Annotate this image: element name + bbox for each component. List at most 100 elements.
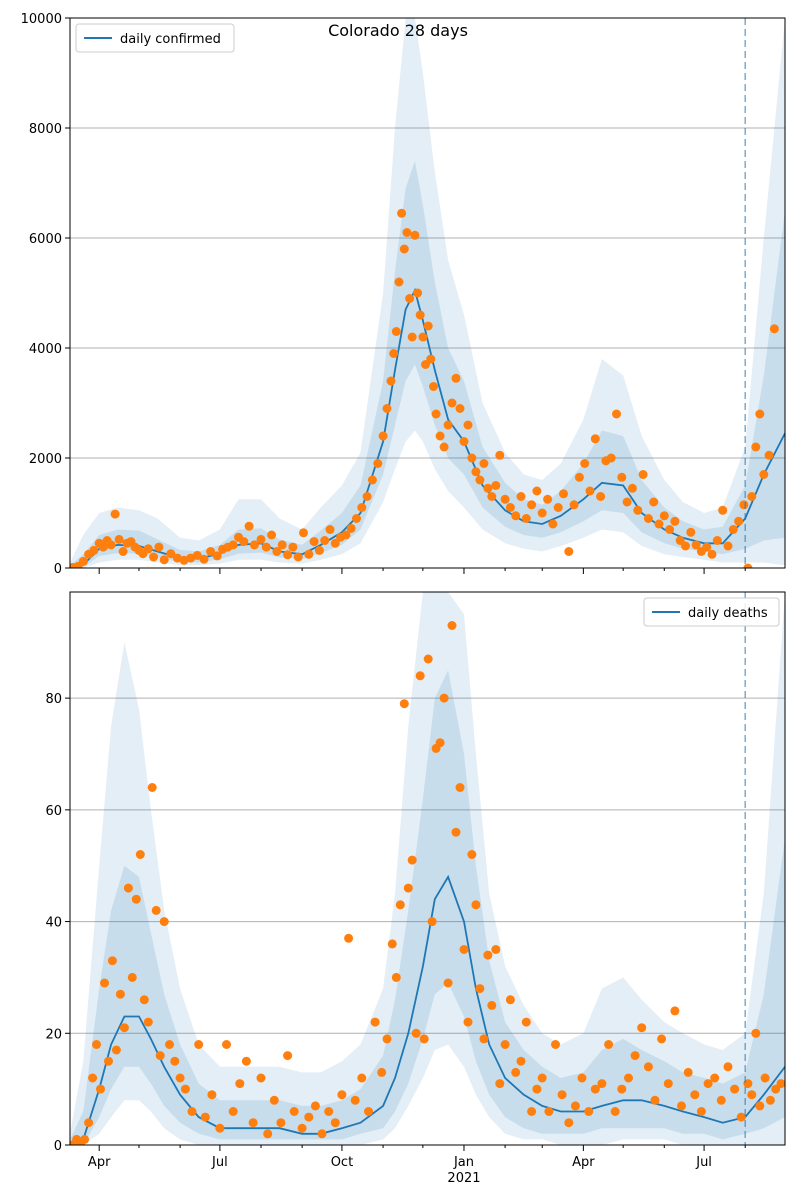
data-point bbox=[681, 541, 690, 551]
data-point bbox=[143, 544, 153, 554]
data-point bbox=[622, 497, 632, 507]
x-tick-label: Apr bbox=[88, 1155, 111, 1170]
data-point bbox=[447, 398, 457, 408]
y-tick-label: 20 bbox=[45, 1027, 62, 1042]
data-point bbox=[495, 1079, 505, 1089]
data-point bbox=[521, 514, 531, 523]
data-point bbox=[407, 855, 417, 865]
data-point bbox=[439, 442, 449, 452]
data-point bbox=[165, 1040, 174, 1049]
data-point bbox=[350, 1095, 360, 1105]
data-point bbox=[394, 277, 404, 287]
data-point bbox=[154, 542, 164, 552]
data-point bbox=[123, 883, 133, 893]
data-point bbox=[423, 321, 433, 331]
data-point bbox=[314, 545, 324, 555]
data-point bbox=[548, 519, 558, 529]
data-point bbox=[320, 536, 330, 545]
x-tick-label: Apr bbox=[572, 1155, 595, 1170]
data-point bbox=[239, 537, 249, 547]
data-point bbox=[370, 1017, 380, 1027]
data-point bbox=[569, 500, 579, 510]
data-point bbox=[511, 511, 521, 521]
data-point bbox=[341, 530, 351, 540]
data-point bbox=[624, 1073, 633, 1083]
data-point bbox=[325, 525, 335, 534]
axes-frame bbox=[69, 17, 786, 569]
data-point bbox=[110, 509, 120, 519]
data-point bbox=[344, 933, 354, 943]
data-point bbox=[387, 939, 397, 949]
data-point bbox=[459, 437, 469, 446]
data-point bbox=[147, 783, 157, 792]
data-point bbox=[702, 542, 712, 552]
data-point bbox=[346, 523, 356, 533]
data-point bbox=[283, 550, 293, 560]
data-point bbox=[723, 1062, 733, 1072]
data-point bbox=[606, 453, 616, 463]
data-point bbox=[467, 850, 477, 859]
data-point bbox=[288, 542, 298, 552]
data-point bbox=[755, 1101, 765, 1111]
data-point bbox=[747, 1090, 757, 1100]
data-point bbox=[500, 1040, 510, 1049]
data-point bbox=[686, 527, 696, 537]
data-point bbox=[739, 500, 749, 510]
legend-box bbox=[75, 23, 235, 53]
data-point bbox=[357, 1073, 367, 1083]
data-point bbox=[516, 492, 526, 501]
data-point bbox=[386, 376, 396, 386]
data-point bbox=[649, 497, 659, 507]
data-point bbox=[716, 1095, 726, 1105]
data-point bbox=[407, 332, 417, 342]
plot-area bbox=[70, 18, 785, 568]
data-point bbox=[155, 1051, 165, 1061]
data-point bbox=[551, 1040, 560, 1049]
data-point bbox=[447, 621, 457, 630]
data-point bbox=[467, 453, 477, 463]
data-point bbox=[427, 917, 437, 927]
chart-title: Colorado 28 days bbox=[328, 21, 468, 40]
data-point bbox=[463, 420, 473, 430]
y-tick-label: 60 bbox=[45, 804, 62, 819]
data-point bbox=[736, 1112, 746, 1122]
data-point bbox=[419, 1034, 429, 1044]
data-point bbox=[389, 349, 399, 358]
data-point bbox=[317, 1129, 327, 1139]
y-tick-label: 2000 bbox=[29, 452, 62, 467]
data-point bbox=[521, 1017, 531, 1027]
data-point bbox=[553, 503, 563, 512]
data-point bbox=[228, 540, 238, 550]
data-point bbox=[415, 671, 425, 681]
y-tick-label: 4000 bbox=[29, 342, 62, 357]
data-point bbox=[403, 883, 413, 893]
data-point bbox=[637, 1023, 647, 1033]
data-point bbox=[399, 244, 409, 254]
data-point bbox=[544, 1107, 554, 1116]
data-point bbox=[764, 450, 774, 460]
data-point bbox=[479, 1034, 489, 1044]
x-tick-label: Jan bbox=[453, 1155, 474, 1170]
data-point bbox=[405, 294, 415, 303]
data-point bbox=[564, 1118, 574, 1128]
data-point bbox=[617, 472, 627, 482]
data-point bbox=[283, 1051, 293, 1061]
data-point bbox=[443, 978, 453, 988]
data-point bbox=[590, 1084, 600, 1094]
data-point bbox=[451, 373, 461, 383]
data-point bbox=[80, 1134, 90, 1144]
data-point bbox=[235, 1079, 245, 1089]
data-point bbox=[557, 1090, 567, 1100]
data-point bbox=[728, 525, 738, 534]
data-point bbox=[377, 1067, 387, 1077]
legend-label: daily deaths bbox=[688, 606, 768, 621]
outer-band bbox=[70, 18, 785, 568]
data-point bbox=[402, 228, 412, 237]
data-point bbox=[378, 431, 388, 441]
data-point bbox=[367, 475, 377, 485]
data-point bbox=[100, 978, 109, 988]
data-point bbox=[114, 534, 124, 544]
data-point bbox=[88, 1073, 98, 1083]
data-point bbox=[483, 483, 493, 493]
data-point bbox=[683, 1067, 693, 1077]
